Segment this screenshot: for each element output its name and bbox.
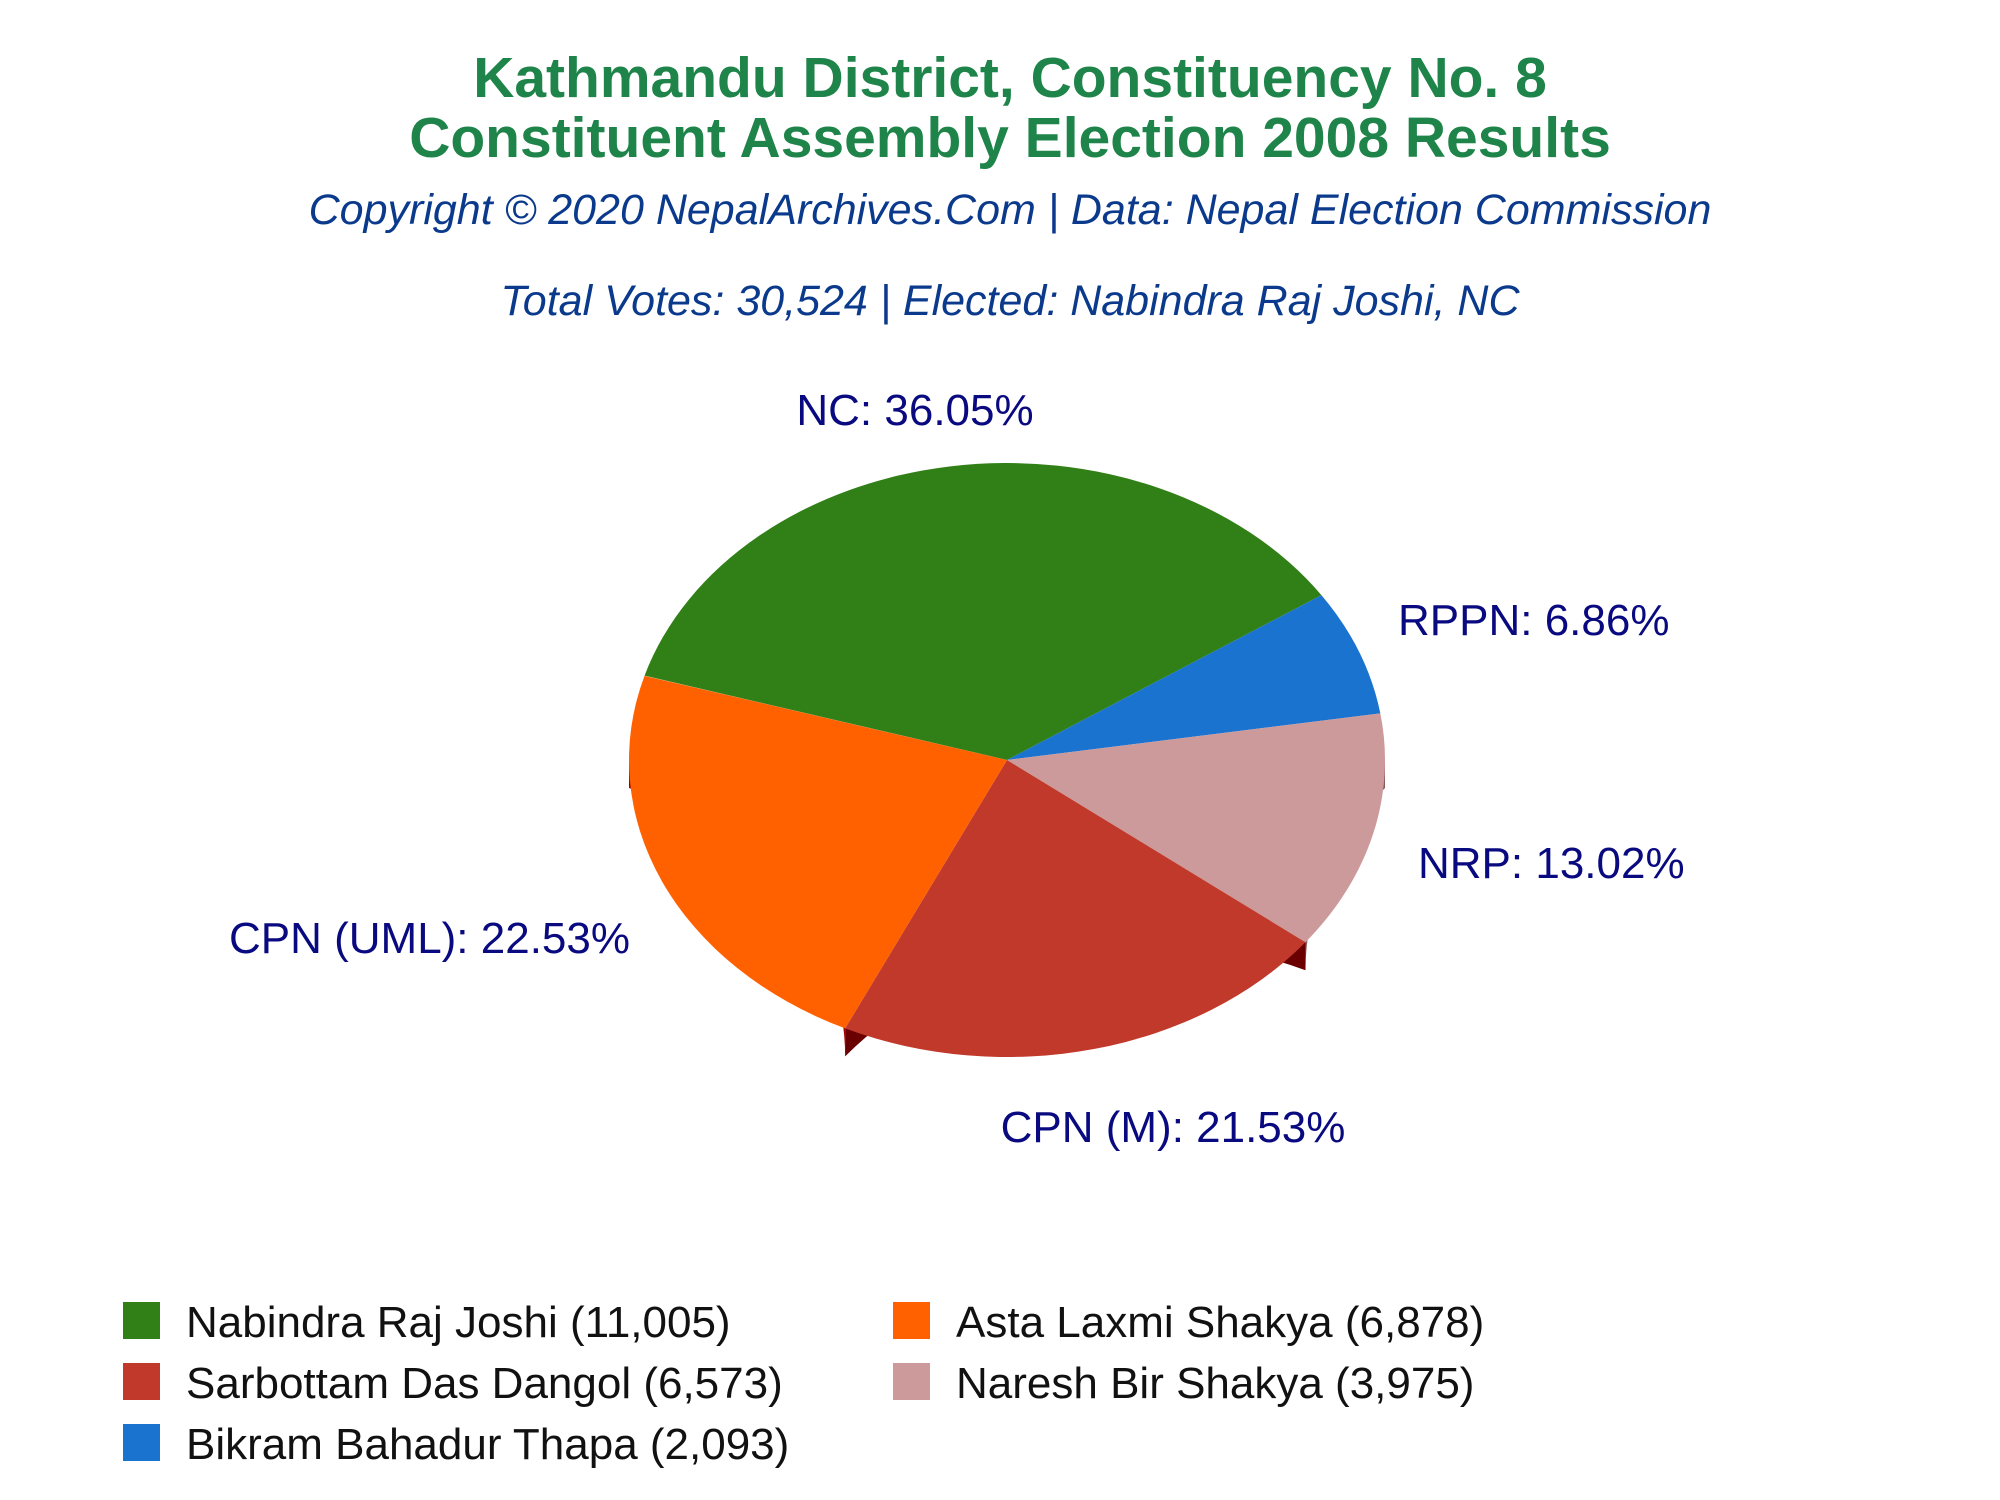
legend-label-3: Naresh Bir Shakya (3,975): [956, 1359, 1474, 1408]
slice-label-4: CPN (UML): 22.53%: [229, 914, 630, 963]
legend-label-4: Bikram Bahadur Thapa (2,093): [186, 1420, 789, 1469]
chart-subtitle-line-2: Total Votes: 30,524 | Elected: Nabindra …: [500, 277, 1520, 325]
pie-slice-4: [629, 675, 1007, 1029]
legend-swatch-3: [893, 1363, 930, 1400]
slice-label-0: NC: 36.05%: [796, 386, 1033, 435]
chart-subtitle-line-1: Copyright © 2020 NepalArchives.Com | Dat…: [309, 186, 1712, 234]
pie-slice-2: [1007, 713, 1385, 943]
pie-label-group: NC: 36.05% RPPN: 6.86% NRP: 13.02% CPN (M):…: [229, 386, 1685, 1152]
chart-title-line-1: Kathmandu District, Constituency No. 8: [473, 46, 1547, 110]
legend: Nabindra Raj Joshi (11,005) Asta Laxmi Sh…: [123, 1298, 1484, 1469]
slice-label-2: NRP: 13.02%: [1418, 839, 1685, 888]
legend-swatch-1: [893, 1302, 930, 1339]
pie-slice-0: [644, 463, 1322, 760]
pie-slice-3: [845, 760, 1306, 1057]
legend-swatch-4: [123, 1424, 160, 1461]
pie-slice-1: [1007, 595, 1381, 760]
legend-label-2: Sarbottam Das Dangol (6,573): [186, 1359, 783, 1408]
legend-swatch-0: [123, 1302, 160, 1339]
legend-label-1: Asta Laxmi Shakya (6,878): [956, 1298, 1484, 1347]
pie-slice-group: [629, 463, 1385, 1057]
legend-label-0: Nabindra Raj Joshi (11,005): [186, 1298, 731, 1347]
slice-label-3: CPN (M): 21.53%: [1001, 1103, 1346, 1152]
legend-swatch-2: [123, 1363, 160, 1400]
chart-title-line-2: Constituent Assembly Election 2008 Resul…: [409, 106, 1611, 170]
slice-label-1: RPPN: 6.86%: [1398, 596, 1669, 645]
